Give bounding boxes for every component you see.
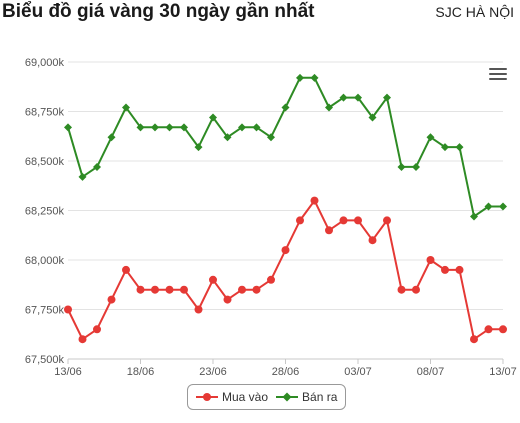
chart-menu-icon[interactable] (489, 68, 507, 82)
data-point-sell[interactable] (368, 113, 377, 122)
y-axis: 67,500k 67,750k 68,000k 68,250k 68,500k 68,75… (25, 57, 65, 366)
data-point-buy[interactable] (470, 335, 478, 344)
plot-area (64, 73, 507, 344)
source-label: SJC HÀ NỘI (435, 4, 514, 20)
chart-header: Biểu đồ giá vàng 30 ngày gần nhất SJC HÀ… (0, 0, 520, 30)
data-point-buy[interactable] (223, 295, 232, 304)
legend-label-sell: Bán ra (302, 390, 338, 404)
data-point-buy[interactable] (281, 246, 290, 255)
data-point-buy[interactable] (368, 236, 377, 245)
data-point-buy[interactable] (426, 256, 435, 264)
data-point-buy[interactable] (209, 275, 217, 284)
y-tick-label: 68,500k (25, 156, 65, 168)
data-point-buy[interactable] (64, 305, 72, 314)
data-point-sell[interactable] (238, 123, 246, 132)
data-point-sell[interactable] (455, 143, 464, 152)
data-point-sell[interactable] (281, 103, 290, 112)
data-point-buy[interactable] (194, 305, 203, 314)
x-tick-label: 28/06 (272, 366, 300, 378)
y-tick-label: 68,000k (25, 255, 65, 267)
data-point-buy[interactable] (310, 196, 319, 205)
data-point-sell[interactable] (499, 202, 507, 211)
data-point-sell[interactable] (354, 93, 362, 102)
x-tick-label: 08/07 (417, 366, 445, 378)
data-point-buy[interactable] (441, 265, 449, 274)
data-point-buy[interactable] (93, 325, 101, 334)
data-point-buy[interactable] (180, 285, 188, 294)
data-point-buy[interactable] (397, 285, 406, 294)
y-tick-label: 68,250k (25, 206, 65, 218)
legend-item-buy[interactable]: Mua vào (196, 390, 268, 404)
x-tick-label: 13/07 (489, 366, 517, 378)
chart-title: Biểu đồ giá vàng 30 ngày gần nhất (2, 1, 315, 22)
legend-label-buy: Mua vào (222, 390, 269, 404)
data-point-sell[interactable] (151, 123, 159, 132)
data-point-buy[interactable] (499, 325, 507, 334)
series-line-sell (67, 76, 503, 218)
data-point-buy[interactable] (151, 285, 159, 294)
data-point-sell[interactable] (209, 113, 217, 122)
data-point-buy[interactable] (339, 216, 348, 225)
y-tick-label: 69,000k (25, 57, 65, 69)
data-point-buy[interactable] (455, 265, 464, 274)
data-point-buy[interactable] (238, 285, 246, 294)
data-point-buy[interactable] (107, 295, 116, 304)
data-point-buy[interactable] (412, 285, 420, 294)
legend-item-sell[interactable]: Bán ra (276, 390, 337, 404)
series-line-buy (67, 199, 503, 341)
data-point-sell[interactable] (93, 162, 101, 171)
data-point-buy[interactable] (122, 265, 130, 274)
data-point-sell[interactable] (180, 123, 188, 132)
data-point-sell[interactable] (252, 123, 261, 132)
x-tick-label: 23/06 (199, 366, 227, 378)
data-point-sell[interactable] (165, 123, 174, 132)
data-point-sell[interactable] (194, 143, 203, 152)
data-point-buy[interactable] (136, 285, 145, 294)
data-point-sell[interactable] (136, 123, 145, 132)
data-point-buy[interactable] (383, 216, 391, 225)
data-point-sell[interactable] (383, 93, 391, 102)
data-point-buy[interactable] (165, 285, 174, 294)
y-tick-label: 67,500k (25, 354, 65, 366)
data-point-buy[interactable] (296, 216, 304, 225)
data-point-buy[interactable] (325, 226, 333, 235)
data-point-sell[interactable] (484, 202, 493, 211)
y-tick-label: 67,750k (25, 305, 65, 317)
data-point-buy[interactable] (267, 275, 275, 284)
y-tick-label: 68,750k (25, 107, 65, 119)
data-point-buy[interactable] (252, 285, 261, 294)
x-tick-label: 03/07 (344, 366, 372, 378)
data-point-sell[interactable] (412, 162, 420, 171)
data-point-sell[interactable] (223, 133, 232, 142)
x-tick-label: 18/06 (127, 366, 155, 378)
data-point-sell[interactable] (122, 103, 130, 112)
legend-buy-marker-icon (196, 393, 218, 401)
data-point-buy[interactable] (484, 325, 493, 334)
x-tick-label: 13/06 (54, 366, 82, 378)
legend-sell-marker-icon (276, 392, 299, 402)
data-point-sell[interactable] (296, 73, 304, 82)
data-point-sell[interactable] (267, 133, 275, 142)
data-point-buy[interactable] (78, 335, 87, 344)
x-axis: 13/06 18/06 23/06 28/06 03/07 08/07 13/07 (54, 358, 517, 378)
data-point-buy[interactable] (354, 216, 362, 225)
data-point-sell[interactable] (325, 103, 333, 112)
data-point-sell[interactable] (107, 133, 116, 142)
data-point-sell[interactable] (339, 93, 348, 102)
data-point-sell[interactable] (64, 123, 72, 132)
data-point-sell[interactable] (426, 133, 435, 142)
data-point-sell[interactable] (310, 73, 319, 82)
data-point-sell[interactable] (78, 172, 87, 181)
data-point-sell[interactable] (397, 162, 406, 171)
data-point-sell[interactable] (470, 212, 478, 221)
data-point-sell[interactable] (441, 143, 449, 152)
legend: Mua vào Bán ra (187, 384, 347, 410)
